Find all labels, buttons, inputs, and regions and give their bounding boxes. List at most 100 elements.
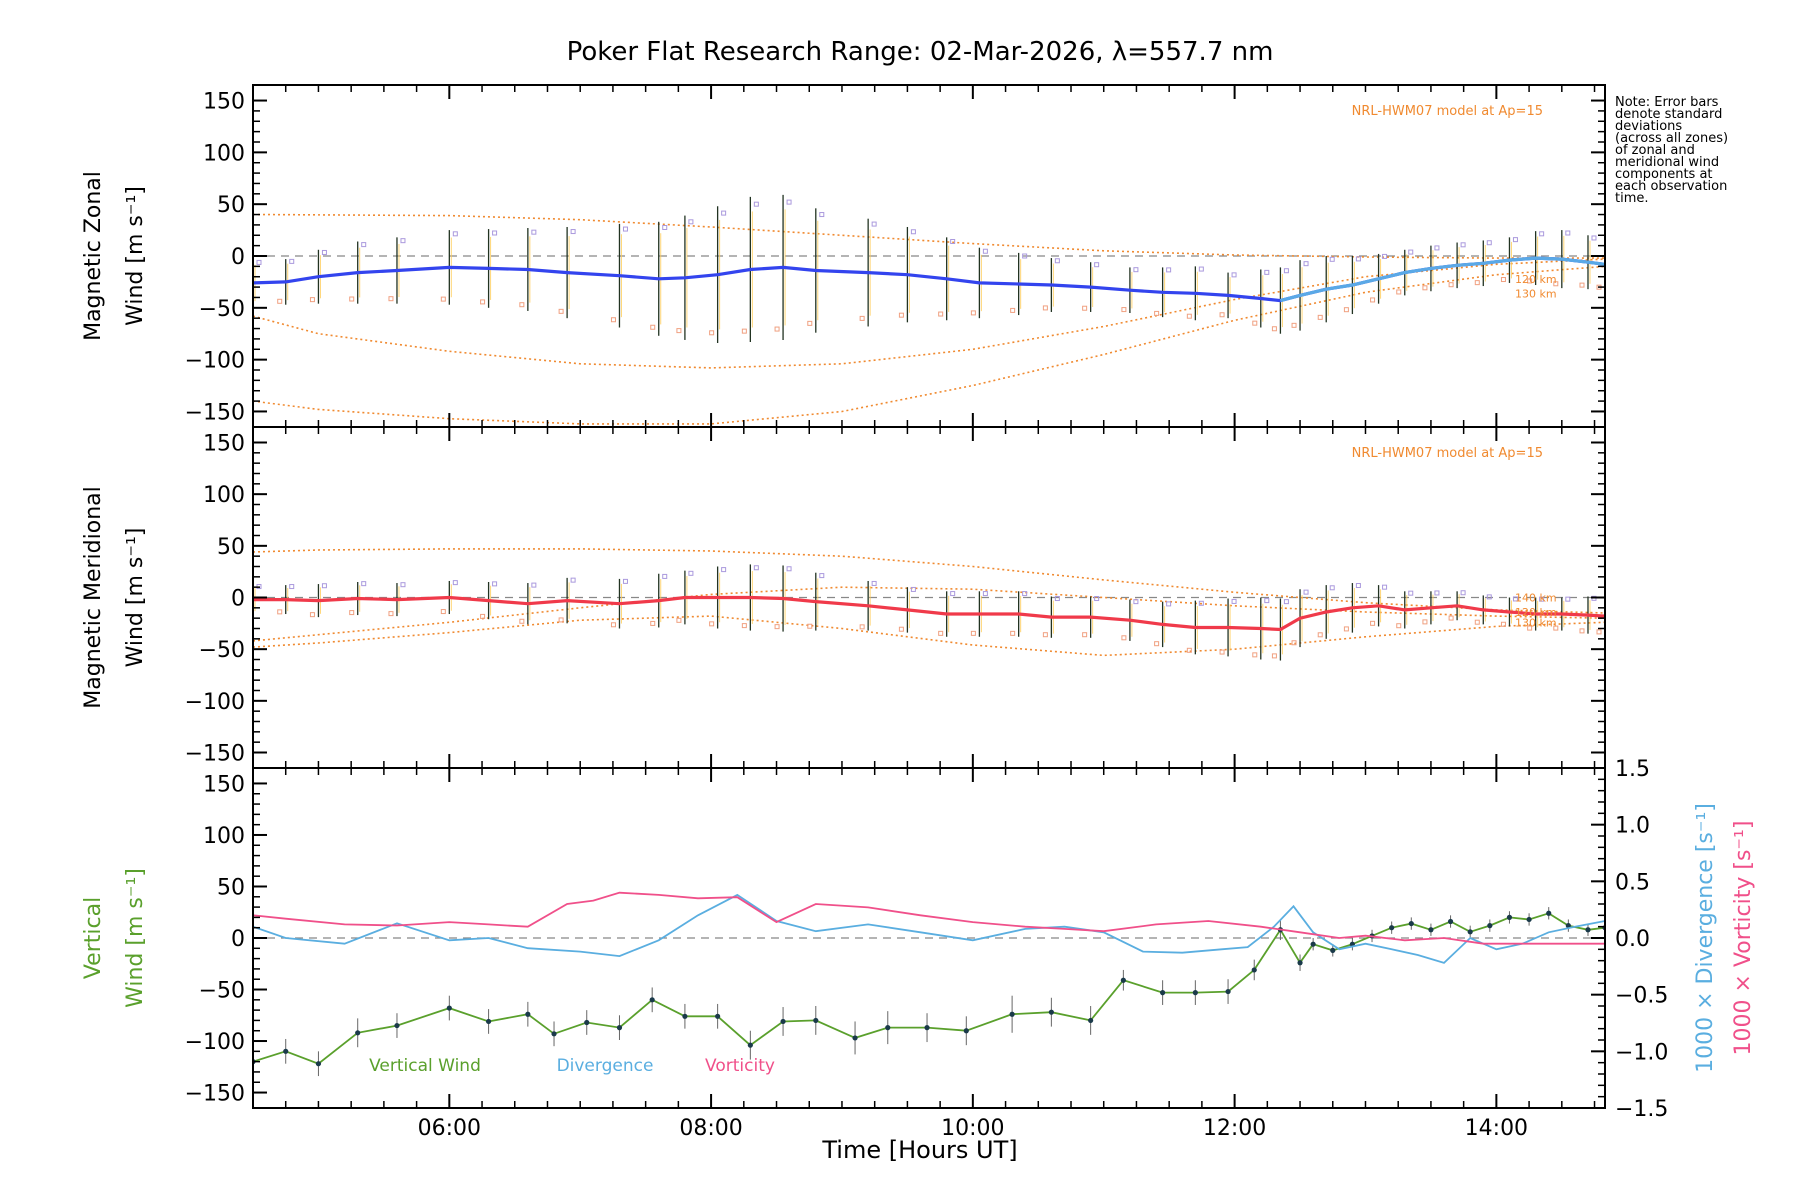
vertical-wind-point <box>394 1022 400 1029</box>
y2-tick-label: 1.0 <box>1615 814 1650 839</box>
y2-tick-label: −0.5 <box>1615 984 1668 1009</box>
model-curve-2 <box>253 615 1605 657</box>
vertical-wind-point <box>1088 1017 1094 1024</box>
x-tick-label: 06:00 <box>418 1116 481 1141</box>
zone-point <box>1317 314 1323 320</box>
vertical-wind-point <box>715 1013 721 1019</box>
y-tick-label: −100 <box>185 349 245 374</box>
zone-point <box>786 566 792 572</box>
zone-point <box>1591 235 1597 241</box>
zone-point <box>910 229 916 235</box>
y2-tick-label: −1.0 <box>1615 1040 1668 1065</box>
zone-point <box>1010 307 1016 313</box>
model-curve-1 <box>253 586 1605 642</box>
vertical-wind-point <box>446 1005 452 1011</box>
vertical-wind-point <box>1160 990 1166 996</box>
note-line: deviations <box>1615 119 1683 134</box>
vertical-wind-point <box>283 1048 289 1054</box>
vertical-wind-point <box>1225 988 1231 995</box>
note-line: each observation <box>1615 179 1728 194</box>
vertical-wind-point <box>780 1018 786 1025</box>
zone-point <box>1396 623 1402 629</box>
zone-point <box>1382 584 1388 590</box>
zone-point <box>492 581 498 587</box>
zone-point <box>531 582 537 588</box>
y-tick-label: 100 <box>203 141 245 166</box>
zone-point <box>1500 621 1506 627</box>
model-curve-1 <box>253 258 1605 369</box>
zone-point <box>709 330 715 336</box>
note-line: denote standard <box>1615 107 1723 122</box>
legend-divergence: Divergence <box>557 1056 654 1076</box>
zone-point <box>1408 590 1414 596</box>
plot-area-zonal <box>253 194 1605 425</box>
model-altitude-label: 120 km <box>1515 273 1557 286</box>
zone-point <box>1198 600 1204 606</box>
zone-point <box>1231 272 1237 278</box>
zone-point <box>1291 640 1297 646</box>
zone-point <box>289 258 295 264</box>
zone-point <box>1054 596 1060 602</box>
model-label: NRL-HWM07 model at Ap=15 <box>1352 446 1543 461</box>
vertical-wind-line <box>253 912 1605 1065</box>
vertical-wind-point <box>1009 1011 1015 1017</box>
zone-point <box>753 565 759 571</box>
zone-point <box>1198 266 1204 272</box>
zone-point <box>309 297 315 303</box>
zone-point <box>1252 652 1258 658</box>
zone-point <box>531 229 537 235</box>
zone-point <box>741 328 747 334</box>
x-tick-label: 14:00 <box>1465 1116 1528 1141</box>
zone-point <box>1553 281 1559 287</box>
zone-point <box>650 324 656 330</box>
vertical-wind-point <box>1487 923 1493 929</box>
vertical-wind-point <box>1389 925 1395 931</box>
y-label-line2: Wind [m s⁻¹] <box>123 528 148 668</box>
zone-point <box>309 612 315 618</box>
zone-point <box>1186 647 1192 653</box>
zone-point <box>622 578 628 584</box>
zone-point <box>1408 249 1414 255</box>
zone-point <box>662 573 668 579</box>
zone-point <box>1434 245 1440 251</box>
y-label-line2: Wind [m s⁻¹] <box>123 186 148 326</box>
y-tick-label: −150 <box>185 400 245 425</box>
zone-point <box>1219 312 1225 318</box>
y-tick-label: −150 <box>185 1082 245 1107</box>
vertical-wind-point <box>1526 916 1532 923</box>
vertical-wind-point <box>485 1018 492 1025</box>
zone-point <box>676 328 682 334</box>
y2-label-vorticity: 1000 × Vorticity [s⁻¹] <box>1731 821 1756 1056</box>
vertical-wind-point <box>852 1035 858 1041</box>
y2-tick-label: −1.5 <box>1615 1097 1668 1122</box>
zone-point <box>1283 268 1289 274</box>
vertical-wind-point <box>885 1025 891 1031</box>
zone-point <box>1271 326 1277 332</box>
zone-point <box>1343 307 1349 313</box>
vertical-wind-point <box>1251 967 1257 973</box>
y-label-line1: Vertical <box>81 897 106 979</box>
zone-point <box>440 296 446 302</box>
zone-point <box>662 225 668 230</box>
y2-tick-label: 0.0 <box>1615 927 1650 952</box>
zone-point <box>898 626 904 632</box>
zone-point <box>910 586 916 592</box>
vertical-wind-point <box>1297 960 1303 966</box>
vertical-wind-point <box>1546 910 1552 916</box>
zone-point <box>1565 596 1571 602</box>
zone-point <box>807 320 813 326</box>
zone-point <box>753 201 759 207</box>
zone-point <box>1082 305 1088 311</box>
y-tick-label: 100 <box>203 824 245 849</box>
zone-point <box>970 310 976 316</box>
vertical-wind-point <box>1310 941 1316 947</box>
zone-point <box>1396 289 1402 295</box>
zone-point <box>1042 632 1048 638</box>
note-line: Note: Error bars <box>1615 95 1719 110</box>
y-tick-label: 0 <box>231 245 245 270</box>
model-curve-0 <box>253 213 1605 259</box>
vertical-wind-point <box>813 1017 819 1024</box>
zone-point <box>1303 261 1309 267</box>
y-tick-label: −100 <box>185 1030 245 1055</box>
